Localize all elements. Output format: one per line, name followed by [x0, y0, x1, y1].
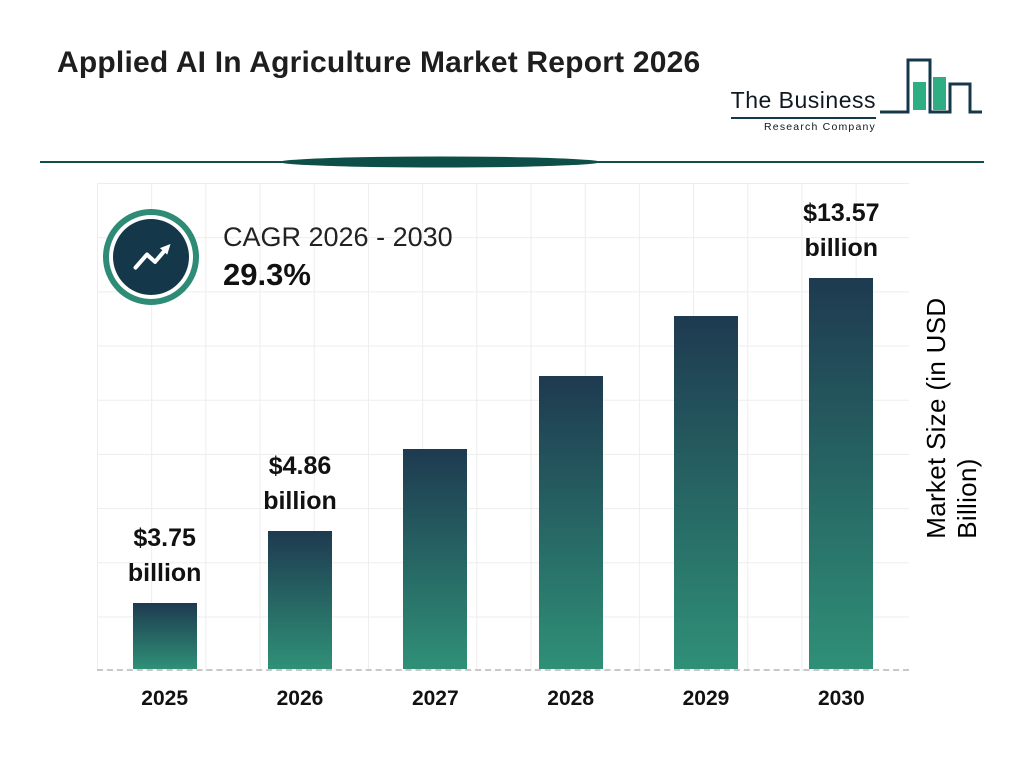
bar-2027 [403, 449, 468, 669]
bar-2025 [132, 603, 197, 669]
bar-2028 [538, 376, 603, 669]
x-axis-labels: 2025 2026 2027 2028 2029 2030 [97, 671, 909, 711]
bar-value-label-2025: $3.75 billion [127, 524, 202, 587]
x-tick-2029: 2029 [682, 687, 730, 710]
header: Applied AI In Agriculture Market Report … [0, 0, 1024, 133]
cagr-badge [103, 209, 199, 305]
logo-name: The Business [730, 87, 876, 119]
cagr-label: CAGR 2026 - 2030 [223, 221, 453, 252]
bar-2026 [267, 531, 332, 669]
decorative-divider [40, 155, 984, 169]
bar-chart-logo-icon [880, 50, 984, 133]
x-tick-2028: 2028 [547, 687, 594, 710]
page-title: Applied AI In Agriculture Market Report … [57, 46, 701, 79]
x-tick-2030: 2030 [817, 687, 865, 710]
bar-chart-plot: CAGR 2026 - 2030 29.3% $3.75 billion $4.86… [97, 183, 909, 671]
bar-2030 [809, 278, 874, 669]
bar-value-label-2030: $13.57 billion [803, 199, 880, 262]
bar-group-2027 [368, 183, 503, 669]
bar-group-2029 [638, 183, 773, 669]
cagr-text: CAGR 2026 - 2030 29.3% [223, 222, 453, 293]
company-logo: The Business Research Company [730, 50, 984, 133]
bar-value-label-2026: $4.86 billion [263, 452, 337, 515]
cagr-callout: CAGR 2026 - 2030 29.3% [103, 209, 453, 305]
cagr-value: 29.3% [223, 256, 311, 292]
y-axis-label: Market Size (in USD Billion) [921, 298, 982, 540]
trending-up-icon [113, 219, 189, 295]
bar-group-2030: $13.57 billion [774, 183, 909, 669]
chart-area: CAGR 2026 - 2030 29.3% $3.75 billion $4.86… [97, 183, 982, 671]
logo-text: The Business Research Company [730, 87, 876, 133]
x-tick-2027: 2027 [411, 687, 459, 710]
x-tick-2026: 2026 [276, 687, 324, 710]
bar-2029 [673, 316, 738, 669]
bar-group-2025: $3.75 billion [97, 183, 232, 669]
logo-subname: Research Company [764, 121, 876, 133]
bar-group-2028 [503, 183, 638, 669]
x-tick-2025: 2025 [141, 687, 189, 710]
bar-group-2026: $4.86 billion [232, 183, 367, 669]
